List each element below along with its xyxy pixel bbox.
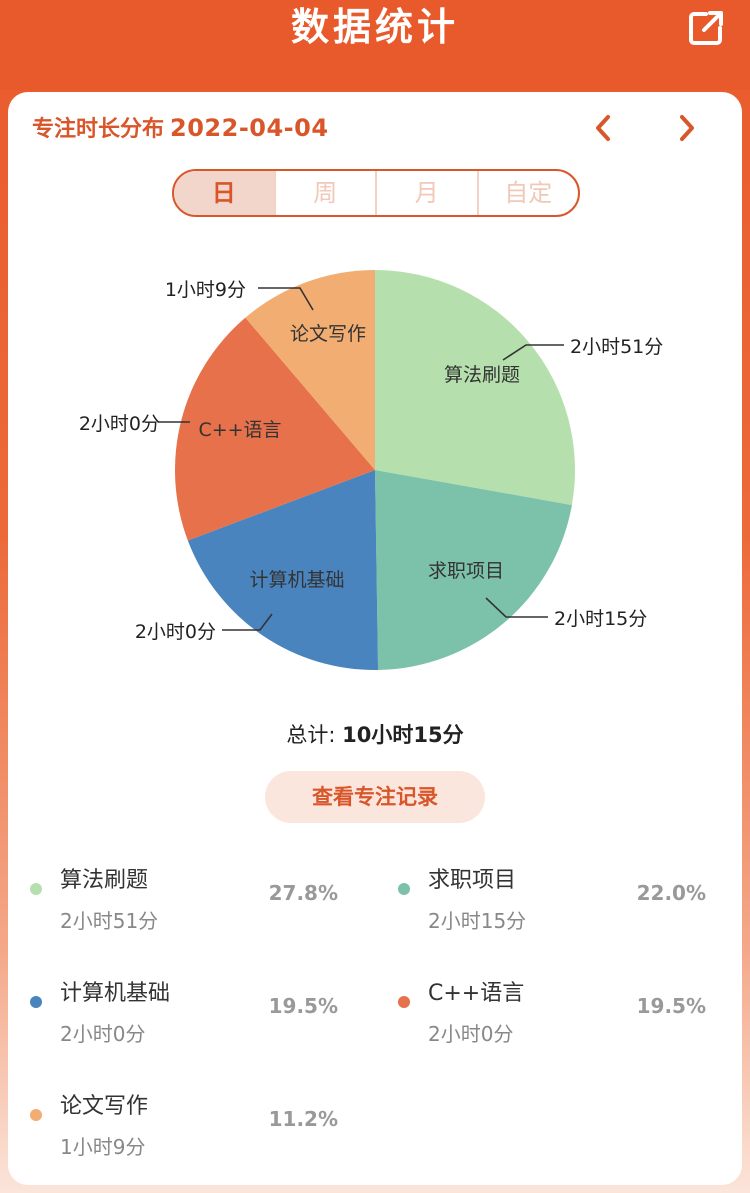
slice-label: 计算机基础 (249, 569, 344, 591)
period-tabs: 日 周 月 自定 (172, 169, 580, 217)
slice-value-label: 2小时0分 (79, 413, 160, 435)
slice-label: C++语言 (198, 419, 281, 441)
slice-algorithms (375, 270, 575, 506)
tab-week[interactable]: 周 (273, 171, 376, 215)
leader-line (222, 613, 273, 631)
slice-cs-basics (187, 470, 379, 670)
legend-duration: 1小时9分 (60, 1135, 146, 1159)
legend-dot (30, 1109, 42, 1121)
legend-duration: 2小时0分 (428, 1022, 514, 1046)
legend-duration: 2小时51分 (60, 909, 159, 933)
legend-name: C++语言 (428, 981, 525, 1006)
legend-percent: 11.2% (268, 1107, 338, 1131)
card-title-label: 专注时长分布 (32, 117, 165, 142)
slice-label: 求职项目 (428, 560, 504, 582)
legend-item: 论文写作 1小时9分 11.2% (8, 1084, 338, 1164)
legend-name: 求职项目 (428, 868, 517, 893)
legend-name: 论文写作 (60, 1094, 149, 1119)
card-title: 专注时长分布 2022-04-04 (32, 114, 329, 144)
tab-month[interactable]: 月 (375, 171, 477, 215)
legend-name: 算法刷题 (60, 868, 149, 893)
slice-cpp (175, 317, 375, 541)
leader-line (502, 344, 564, 361)
legend-duration: 2小时15分 (428, 909, 527, 933)
legend-percent: 19.5% (636, 994, 706, 1018)
legend-dot (398, 996, 410, 1008)
legend-percent: 22.0% (636, 881, 706, 905)
slice-job-project (375, 470, 572, 670)
stats-card: 专注时长分布 2022-04-04 日 周 月 自定 算法刷题 2小时51分 求职项目… (8, 92, 742, 1185)
tab-day[interactable]: 日 (174, 171, 274, 215)
legend-percent: 27.8% (268, 881, 338, 905)
legend-item: 算法刷题 2小时51分 27.8% (8, 858, 338, 938)
total-label: 总计: (286, 723, 336, 747)
chevron-right-icon[interactable] (668, 110, 704, 146)
chevron-left-icon[interactable] (586, 110, 622, 146)
tab-custom[interactable]: 自定 (476, 171, 579, 215)
total-value: 10小时15分 (342, 723, 464, 747)
app-header: 数据统计 (0, 0, 750, 90)
legend-item: 计算机基础 2小时0分 19.5% (8, 971, 338, 1051)
slice-label: 论文写作 (290, 323, 366, 345)
legend-percent: 19.5% (268, 994, 338, 1018)
slice-value-label: 1小时9分 (165, 279, 246, 301)
slice-label: 算法刷题 (444, 364, 520, 386)
slice-value-label: 2小时0分 (135, 621, 216, 643)
slice-value-label: 2小时15分 (554, 608, 647, 630)
legend-item: 求职项目 2小时15分 22.0% (376, 858, 706, 938)
legend-name: 计算机基础 (60, 981, 171, 1006)
legend-duration: 2小时0分 (60, 1022, 146, 1046)
legend-dot (398, 883, 410, 895)
date-label: 2022-04-04 (170, 114, 329, 142)
leader-line (485, 597, 548, 618)
leader-line (258, 287, 314, 311)
legend-dot (30, 883, 42, 895)
slice-thesis (245, 270, 375, 470)
legend-dot (30, 996, 42, 1008)
view-records-button[interactable]: 查看专注记录 (265, 771, 485, 823)
total-summary: 总计: 10小时15分 (8, 720, 742, 750)
slice-value-label: 2小时51分 (570, 336, 663, 358)
legend-item: C++语言 2小时0分 19.5% (376, 971, 706, 1051)
share-icon[interactable] (686, 8, 726, 48)
page-title: 数据统计 (290, 5, 459, 49)
